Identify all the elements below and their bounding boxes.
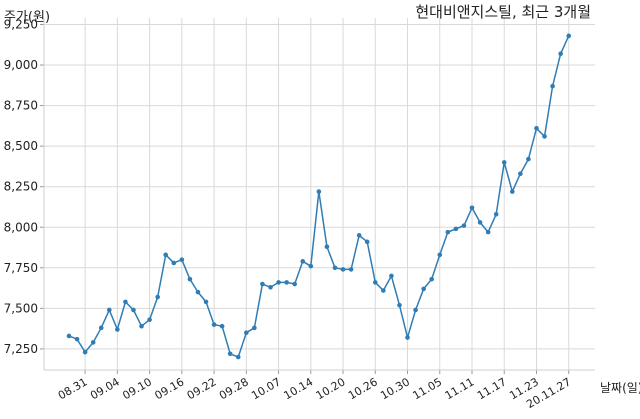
data-point bbox=[356, 233, 362, 238]
data-point bbox=[66, 333, 72, 339]
data-point bbox=[316, 189, 322, 194]
x-tick-label: 10.07 bbox=[249, 375, 283, 402]
data-point bbox=[332, 265, 338, 271]
y-tick-labels: 7,250 7,500 7,750 8,000 8,250 8,500 8,750 9,000… bbox=[4, 17, 38, 355]
data-point bbox=[477, 220, 483, 225]
y-tick-label: 7,500 bbox=[4, 301, 38, 315]
data-point bbox=[98, 325, 104, 331]
data-point bbox=[163, 252, 169, 258]
data-point bbox=[445, 229, 451, 235]
x-tick-label: 10.20 bbox=[314, 375, 348, 402]
data-point bbox=[195, 289, 201, 295]
data-point bbox=[469, 205, 475, 211]
x-axis-label: 날짜(일) bbox=[600, 381, 640, 395]
data-point bbox=[324, 244, 330, 250]
data-point bbox=[211, 322, 217, 327]
y-tick-label: 7,250 bbox=[4, 342, 38, 356]
data-point bbox=[558, 51, 563, 56]
data-point bbox=[292, 281, 297, 287]
grid-layer bbox=[40, 18, 595, 374]
x-tick-label: 11.05 bbox=[410, 375, 444, 402]
data-point bbox=[171, 260, 177, 266]
data-point bbox=[260, 281, 265, 287]
axis-layer bbox=[43, 18, 595, 371]
y-tick-label: 7,750 bbox=[4, 261, 38, 275]
y-tick-label: 8,750 bbox=[4, 99, 38, 113]
data-point bbox=[155, 294, 160, 300]
data-point bbox=[501, 160, 507, 165]
x-tick-label: 11.17 bbox=[475, 375, 509, 402]
x-tick-labels: 08.3109.0409.1009.1609.2209.2810.0710.14… bbox=[56, 375, 573, 411]
data-point bbox=[203, 299, 209, 305]
data-point bbox=[147, 317, 152, 323]
y-axis-label: 주가(원) bbox=[4, 10, 50, 25]
data-point bbox=[421, 286, 426, 292]
data-point bbox=[405, 335, 410, 340]
data-point bbox=[300, 259, 306, 264]
data-point bbox=[510, 189, 515, 194]
data-point bbox=[308, 263, 314, 269]
y-tick-label: 9,000 bbox=[4, 58, 38, 72]
series-layer bbox=[66, 33, 572, 360]
data-point bbox=[131, 307, 136, 313]
data-point bbox=[139, 323, 144, 329]
data-point bbox=[348, 267, 354, 272]
data-point bbox=[550, 83, 555, 89]
data-point bbox=[115, 327, 120, 332]
data-point bbox=[276, 280, 281, 285]
x-tick-label: 09.10 bbox=[120, 375, 154, 402]
data-point bbox=[518, 171, 523, 177]
x-tick-label: 10.26 bbox=[346, 375, 380, 402]
x-tick-label: 09.28 bbox=[217, 375, 251, 402]
data-point bbox=[437, 252, 443, 258]
data-point bbox=[340, 267, 346, 272]
y-tick-label: 9,250 bbox=[4, 17, 38, 31]
data-point bbox=[364, 239, 370, 245]
y-tick-label: 8,500 bbox=[4, 139, 38, 153]
x-tick-label: 09.04 bbox=[88, 375, 122, 402]
data-point bbox=[566, 33, 572, 39]
data-point bbox=[526, 156, 531, 162]
data-point bbox=[372, 280, 378, 285]
data-point bbox=[90, 340, 96, 345]
data-point bbox=[397, 302, 402, 308]
data-point bbox=[534, 126, 539, 131]
data-point bbox=[493, 211, 499, 217]
x-tick-label: 09.22 bbox=[185, 375, 219, 402]
data-point bbox=[82, 349, 88, 355]
data-point bbox=[74, 336, 80, 342]
data-point bbox=[219, 323, 225, 329]
y-tick-label: 8,000 bbox=[4, 220, 38, 234]
data-point bbox=[453, 226, 459, 232]
data-point bbox=[107, 307, 112, 313]
data-point bbox=[187, 276, 193, 282]
data-point bbox=[235, 354, 241, 360]
data-point bbox=[413, 307, 418, 313]
x-tick-label: 10.14 bbox=[282, 375, 316, 402]
data-point bbox=[389, 273, 394, 279]
data-point bbox=[381, 288, 386, 293]
x-tick-label: 11.11 bbox=[443, 375, 477, 402]
data-point bbox=[461, 223, 467, 228]
chart-title: 현대비앤지스틸, 최근 3개월 bbox=[415, 3, 591, 21]
y-tick-label: 8,250 bbox=[4, 180, 38, 194]
data-point bbox=[252, 325, 257, 331]
data-point bbox=[179, 257, 185, 263]
data-point bbox=[123, 299, 128, 305]
data-point bbox=[244, 330, 249, 335]
data-point bbox=[429, 276, 435, 282]
x-tick-label: 10.30 bbox=[378, 375, 412, 402]
data-point bbox=[227, 351, 233, 357]
x-tick-label: 09.16 bbox=[153, 375, 187, 402]
data-point bbox=[485, 229, 491, 235]
data-point bbox=[268, 284, 273, 290]
data-point bbox=[542, 134, 547, 139]
x-tick-label: 08.31 bbox=[56, 375, 90, 402]
data-point bbox=[284, 280, 289, 285]
